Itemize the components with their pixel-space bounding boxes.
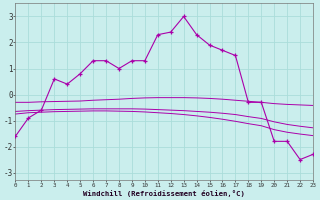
X-axis label: Windchill (Refroidissement éolien,°C): Windchill (Refroidissement éolien,°C) bbox=[83, 190, 245, 197]
